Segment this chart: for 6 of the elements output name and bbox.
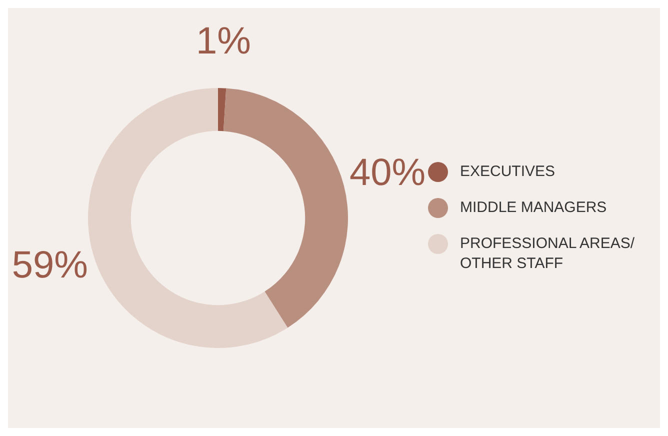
data-label: 40% — [349, 152, 426, 194]
legend-label: EXECUTIVES — [460, 162, 556, 182]
legend-label: MIDDLE MANAGERS — [460, 198, 608, 218]
data-label: 1% — [196, 20, 251, 63]
data-label: 59% — [12, 244, 88, 286]
legend-label: PROFESSIONAL AREAS/ OTHER STAFF — [460, 234, 636, 274]
